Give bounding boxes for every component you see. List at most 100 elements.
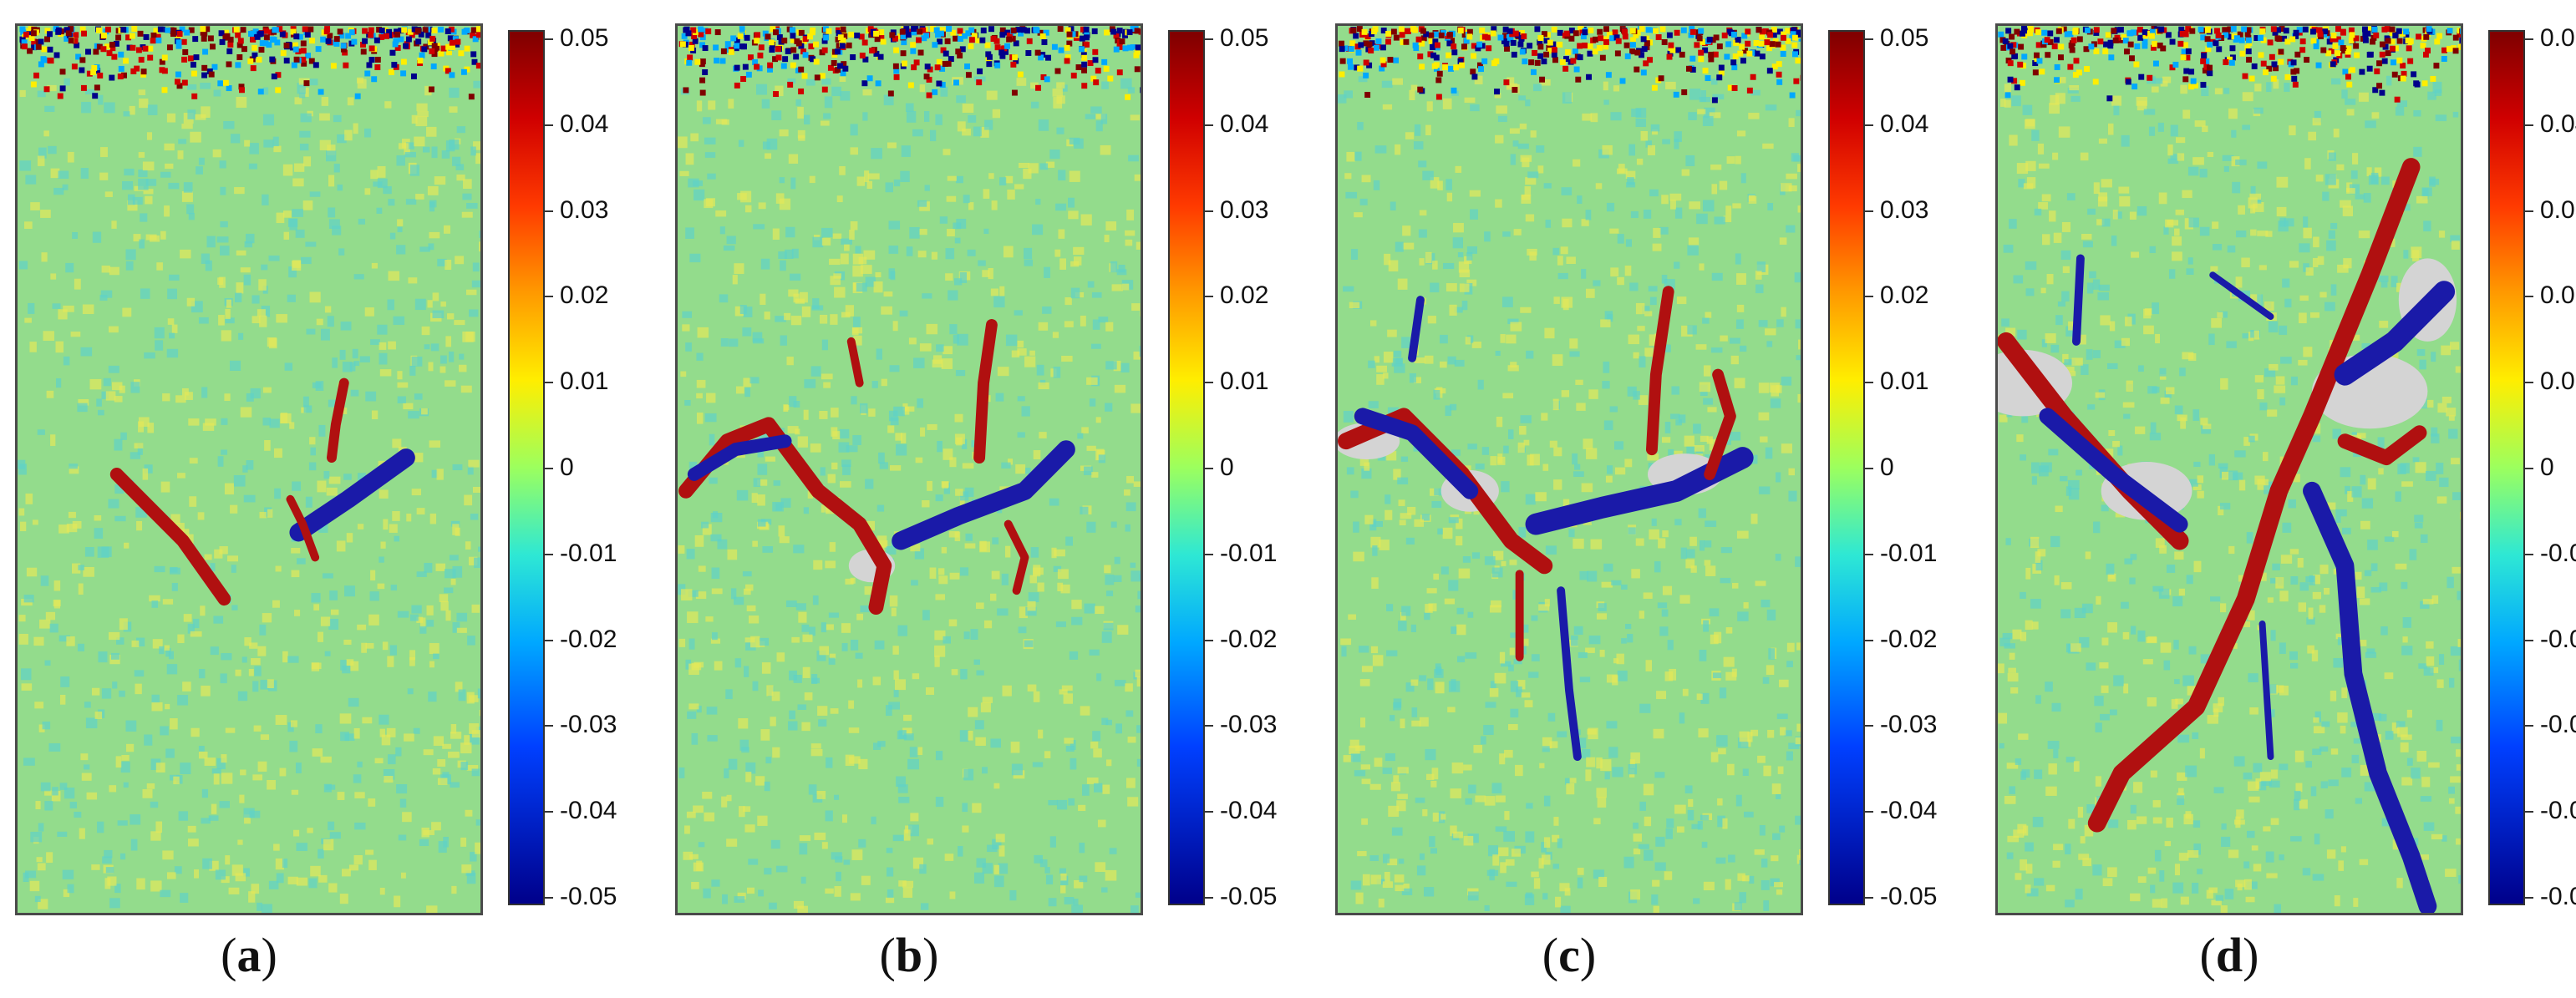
colorbar-tick-mark [2525,38,2533,40]
colorbar-tick-label: 0.01 [2540,367,2576,396]
colorbar-tick-label: 0.04 [2540,109,2576,138]
colorbar-tick-label: -0.05 [1220,883,1278,910]
colorbar-tick-mark [1865,38,1873,40]
colorbar-tick-label: 0.03 [1880,195,1929,224]
colorbar-tick-mark [545,296,553,298]
colorbar-tick-label: 0.03 [2540,195,2576,224]
colorbar-tick-mark [1205,38,1213,40]
colorbar-tick-mark [1205,897,1213,899]
colorbar-tick-mark [1205,382,1213,384]
colorbar-tick-mark [1865,210,1873,212]
colorbar-tick-label: 0 [2540,453,2554,481]
colorbar-tick-label: 0.01 [560,367,609,396]
colorbar [508,30,545,905]
colorbar-tick-mark [1205,811,1213,813]
colorbar-tick-label: -0.04 [560,797,617,825]
crack-band [2337,425,2427,466]
colorbar-tick-mark [2525,725,2533,727]
colorbar-tick-label: -0.03 [2540,711,2576,739]
crack-band [109,468,231,606]
crack-band [1408,296,1425,362]
crack-band [1003,519,1029,595]
colorbar-tick-mark [2525,897,2533,899]
colorbar-tick-label: 0.02 [1220,281,1269,310]
colorbar-tick-mark [1865,382,1873,384]
colorbar-tick-label: -0.03 [560,711,617,739]
crack-band [2258,620,2274,761]
strain-field-map [675,23,1143,915]
colorbar-tick-mark [1205,210,1213,212]
crack-band [678,417,892,616]
crack-band [2072,254,2085,346]
panel-letter: b [895,928,923,982]
crack-band [846,337,864,388]
colorbar-tick-label: -0.02 [560,625,617,653]
crack-band [326,377,349,464]
crack-band [2039,408,2188,533]
panel-letter: a [236,928,262,982]
colorbar-tick-mark [545,811,553,813]
crack-band [687,434,792,481]
colorbar-tick-mark [545,468,553,469]
strain-field-map [1995,23,2463,915]
colorbar-tick-mark [1205,124,1213,126]
crack-band [892,440,1075,550]
colorbar-tick-label: -0.03 [1220,711,1278,739]
crack-band [1704,368,1736,480]
crack-band [2303,481,2437,913]
colorbar-tick-label: -0.05 [1880,883,1938,910]
colorbar-tick-mark [2525,553,2533,555]
panel-caption: (d) [2199,928,2259,982]
colorbar-tick-label: -0.01 [1220,539,1278,567]
crack-band [1646,286,1674,456]
colorbar-tick-label: 0 [1220,453,1234,481]
crack-band [1557,586,1582,762]
colorbar [1828,30,1865,905]
panel-caption: (c) [1542,928,1597,982]
colorbar-tick-label: 0.05 [1880,24,1929,52]
colorbar-tick-label: 0.04 [560,109,609,138]
panel-caption: (b) [879,928,939,982]
colorbar-tick-label: 0 [560,453,574,481]
colorbar-tick-mark [545,897,553,899]
colorbar-tick-mark [2525,124,2533,126]
crack-band [286,494,320,562]
colorbar-tick-label: 0.04 [1880,109,1929,138]
colorbar-tick-mark [545,124,553,126]
colorbar-tick-label: -0.02 [1220,625,1278,653]
panel-d: 0.05 0.04 0.03 0.02 0.01 0 -0.01 -0.02 -0.03 -0.0… [1995,0,2576,998]
panel-b: 0.05 0.04 0.03 0.02 0.01 0 -0.01 -0.02 -0.03 -0.0… [675,0,1318,998]
colorbar-tick-mark [1865,468,1873,469]
colorbar-tick-mark [2525,811,2533,813]
colorbar-tick-mark [1205,725,1213,727]
colorbar-tick-mark [1865,811,1873,813]
colorbar-tick-label: -0.02 [1880,625,1938,653]
colorbar-tick-label: -0.01 [1880,539,1938,567]
crack-band [2209,271,2274,321]
colorbar-tick-mark [545,639,553,641]
colorbar-tick-mark [1205,553,1213,555]
panel-letter: c [1558,928,1580,982]
colorbar-tick-mark [545,210,553,212]
colorbar-tick-label: -0.04 [1220,797,1278,825]
colorbar-tick-mark [1865,296,1873,298]
crack-band [289,448,415,542]
colorbar-tick-label: 0.02 [560,281,609,310]
colorbar-tick-mark [1865,639,1873,641]
colorbar-tick-mark [1865,897,1873,899]
colorbar-tick-mark [1205,468,1213,469]
panel-caption: (a) [221,928,277,982]
colorbar-tick-mark [545,382,553,384]
colorbar-tick-label: 0 [1880,453,1894,481]
colorbar-tick-mark [545,553,553,555]
colorbar-tick-mark [2525,296,2533,298]
colorbar-tick-mark [1865,553,1873,555]
panel-c: 0.05 0.04 0.03 0.02 0.01 0 -0.01 -0.02 -0.03 -0.0… [1335,0,1979,998]
colorbar-tick-mark [2525,210,2533,212]
colorbar-tick-label: 0.01 [1220,367,1269,396]
colorbar-tick-label: 0.04 [1220,109,1269,138]
colorbar-tick-label: 0.05 [1220,24,1269,52]
colorbar-tick-label: 0.01 [1880,367,1929,396]
strain-field-map [1335,23,1803,915]
